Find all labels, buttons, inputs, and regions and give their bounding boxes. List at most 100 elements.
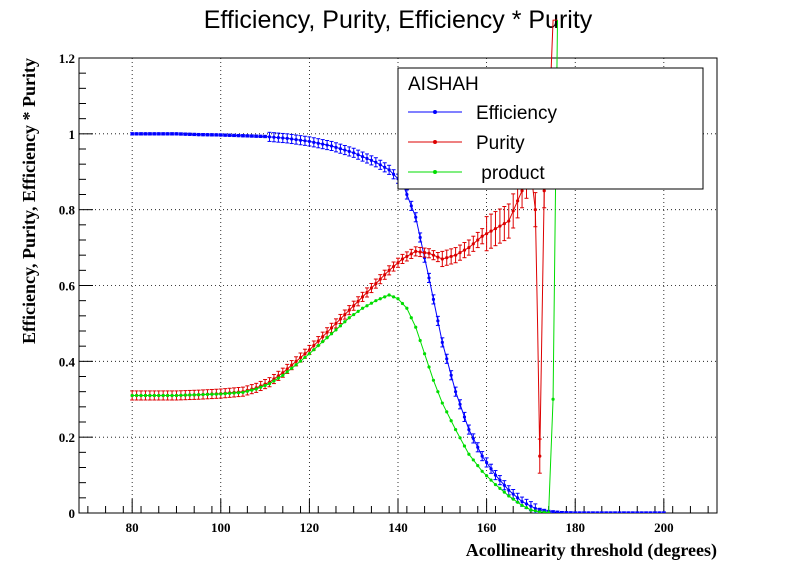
data-point xyxy=(542,189,546,193)
data-point xyxy=(436,390,440,394)
data-point xyxy=(321,142,325,146)
data-point xyxy=(476,445,480,449)
series-line xyxy=(132,19,558,457)
data-point xyxy=(414,215,418,219)
data-point xyxy=(294,137,298,142)
data-point xyxy=(547,511,551,513)
data-point xyxy=(387,168,391,172)
data-point xyxy=(267,135,272,139)
data-point xyxy=(307,352,311,356)
data-point xyxy=(272,379,276,383)
data-point xyxy=(631,511,635,513)
x-tick-label: 140 xyxy=(388,520,408,535)
data-point xyxy=(303,139,307,143)
data-point xyxy=(440,257,444,261)
data-point xyxy=(170,393,174,398)
data-point xyxy=(453,253,458,257)
data-point xyxy=(378,277,382,281)
data-point xyxy=(205,392,210,396)
data-point xyxy=(276,136,280,140)
data-point xyxy=(507,488,511,492)
data-point xyxy=(134,393,139,398)
data-point xyxy=(414,325,418,329)
data-point xyxy=(378,163,382,167)
data-point xyxy=(139,132,143,136)
y-tick-label: 0.4 xyxy=(59,354,76,369)
data-point xyxy=(493,227,498,231)
data-point xyxy=(498,486,502,490)
data-point xyxy=(352,304,356,308)
y-tick-label: 0.8 xyxy=(59,203,76,218)
data-point xyxy=(391,295,396,299)
data-point xyxy=(502,490,506,494)
data-point xyxy=(285,370,289,374)
data-point xyxy=(254,134,258,138)
y-tick-label: 1 xyxy=(69,127,76,142)
data-point xyxy=(267,382,272,386)
legend-marker xyxy=(433,140,437,144)
data-point xyxy=(166,132,170,136)
data-point xyxy=(422,251,427,255)
data-point xyxy=(223,133,227,137)
data-point xyxy=(298,355,303,360)
data-point xyxy=(578,511,582,513)
data-point xyxy=(604,511,608,513)
data-point xyxy=(533,506,537,511)
data-point xyxy=(431,378,436,382)
y-tick-label: 0 xyxy=(69,506,76,521)
data-point xyxy=(232,391,236,395)
data-point xyxy=(502,221,506,226)
legend-title: AISHAH xyxy=(408,74,479,95)
data-point xyxy=(449,254,453,259)
data-point xyxy=(520,500,524,504)
data-point xyxy=(130,393,134,398)
data-point xyxy=(489,229,493,233)
data-point xyxy=(498,224,502,228)
data-point xyxy=(542,510,546,513)
series-layer xyxy=(130,19,666,513)
x-tick-label: 80 xyxy=(126,520,139,535)
data-point xyxy=(263,383,267,388)
data-point xyxy=(192,132,196,137)
data-point xyxy=(653,511,657,513)
data-point xyxy=(591,511,595,513)
data-point xyxy=(205,133,210,137)
legend-marker xyxy=(433,170,437,174)
data-point xyxy=(471,458,475,462)
data-point xyxy=(197,132,201,137)
chart-title: Efficiency, Purity, Efficiency * Purity xyxy=(204,6,593,34)
data-point xyxy=(360,306,365,310)
data-point xyxy=(343,312,347,317)
data-point xyxy=(329,144,334,148)
data-point xyxy=(635,511,639,513)
data-point xyxy=(489,478,493,482)
data-point xyxy=(228,133,232,137)
data-point xyxy=(485,460,489,465)
data-point xyxy=(445,410,449,414)
data-point xyxy=(174,393,179,398)
data-point xyxy=(374,282,378,286)
data-point xyxy=(134,132,139,136)
data-point xyxy=(161,393,165,398)
data-point xyxy=(290,366,294,370)
data-point xyxy=(197,393,201,397)
data-point xyxy=(538,507,542,512)
data-point xyxy=(161,132,165,136)
data-point xyxy=(533,208,537,212)
data-point xyxy=(462,248,467,252)
data-point xyxy=(316,339,320,343)
data-point xyxy=(347,316,351,320)
data-point xyxy=(365,290,369,295)
data-point xyxy=(489,467,493,471)
data-point xyxy=(316,141,320,145)
data-point xyxy=(343,148,347,152)
data-point xyxy=(307,139,311,144)
data-point xyxy=(480,454,484,458)
data-point xyxy=(405,192,409,197)
data-point xyxy=(391,172,396,176)
data-point xyxy=(356,153,360,157)
data-point xyxy=(294,359,298,363)
data-point xyxy=(387,293,391,297)
data-point xyxy=(210,133,214,137)
data-point xyxy=(409,316,413,320)
